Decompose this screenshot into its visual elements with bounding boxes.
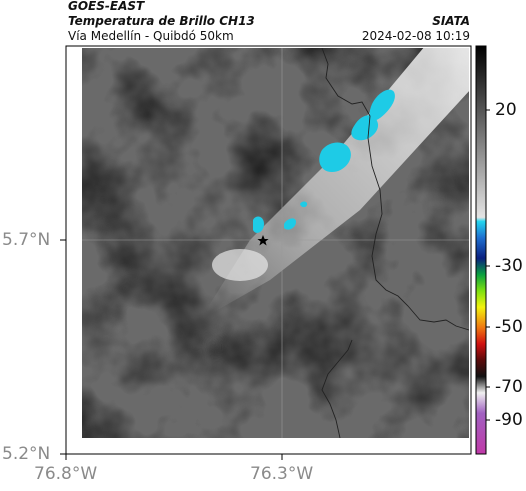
bright-cloud xyxy=(212,249,268,281)
satellite-name: GOES-EAST xyxy=(68,0,145,13)
timestamp: 2024-02-08 10:19 xyxy=(361,29,470,43)
cold-cloud-top xyxy=(319,142,351,172)
colorbar-label: -30 xyxy=(495,256,523,276)
colorbar xyxy=(475,45,487,455)
colorbar-label: 20 xyxy=(495,100,517,120)
lat-label: 5.2°N xyxy=(2,444,51,464)
department-border xyxy=(321,339,353,438)
lat-label: 5.7°N xyxy=(2,230,51,250)
colorbar-label: -70 xyxy=(495,377,523,397)
agency-name: SIATA xyxy=(432,14,470,28)
cold-cloud-top xyxy=(369,89,395,121)
cold-cloud-top xyxy=(253,216,264,233)
colorbar-label: -50 xyxy=(495,317,523,337)
department-border xyxy=(321,48,469,331)
cold-cloud-top xyxy=(284,218,296,230)
lon-label: 76.8°W xyxy=(34,464,98,484)
colorbar-label: -90 xyxy=(495,410,523,430)
product-title: Temperatura de Brillo CH13 xyxy=(68,14,255,28)
route-subtitle: Vía Medellín - Quibdó 50km xyxy=(68,29,234,43)
lon-label: 76.3°W xyxy=(250,464,314,484)
cold-cloud-top xyxy=(300,201,308,208)
cloud-band xyxy=(200,48,469,320)
cold-cloud-top xyxy=(351,115,379,141)
star-icon xyxy=(257,235,269,246)
